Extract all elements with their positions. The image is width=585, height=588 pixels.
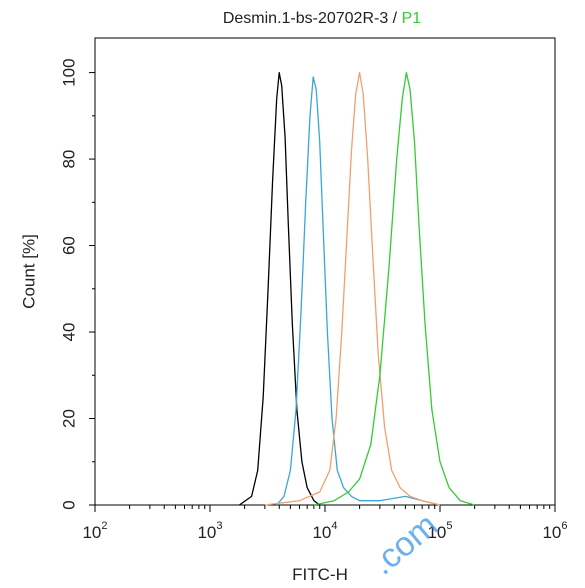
x-axis-title: FITC-H <box>292 565 348 584</box>
series-line-4 <box>313 71 475 506</box>
x-tick-label: 105 <box>427 520 452 542</box>
y-tick-label: 40 <box>59 323 78 342</box>
series-layer <box>239 71 475 506</box>
watermark-text: .com <box>364 506 445 582</box>
y-tick-label: 100 <box>59 58 78 86</box>
chart-title-highlight: P1 <box>402 10 422 27</box>
x-tick-label: 104 <box>312 520 337 542</box>
y-tick-label: 0 <box>59 500 78 509</box>
svg-text:Desmin.1-bs-20702R-3 / P1: Desmin.1-bs-20702R-3 / P1 <box>223 10 421 27</box>
y-tick-label: 80 <box>59 150 78 169</box>
series-line-3 <box>264 71 441 506</box>
x-tick-label: 103 <box>197 520 222 542</box>
x-tick-label: 106 <box>542 520 567 542</box>
y-axis: 0 20 40 60 80 100 <box>59 58 95 510</box>
y-tick-label: 20 <box>59 409 78 428</box>
x-tick-label: 102 <box>82 520 107 542</box>
y-tick-label: 60 <box>59 236 78 255</box>
series-line-2 <box>276 76 441 506</box>
chart-title-main: Desmin.1-bs-20702R-3 / <box>223 10 402 27</box>
series-line-1 <box>239 71 321 506</box>
x-axis: 102 103 104 105 106 <box>82 505 568 542</box>
chart-title: Desmin.1-bs-20702R-3 / P1 <box>223 10 421 27</box>
y-axis-title: Count [%] <box>19 234 38 309</box>
